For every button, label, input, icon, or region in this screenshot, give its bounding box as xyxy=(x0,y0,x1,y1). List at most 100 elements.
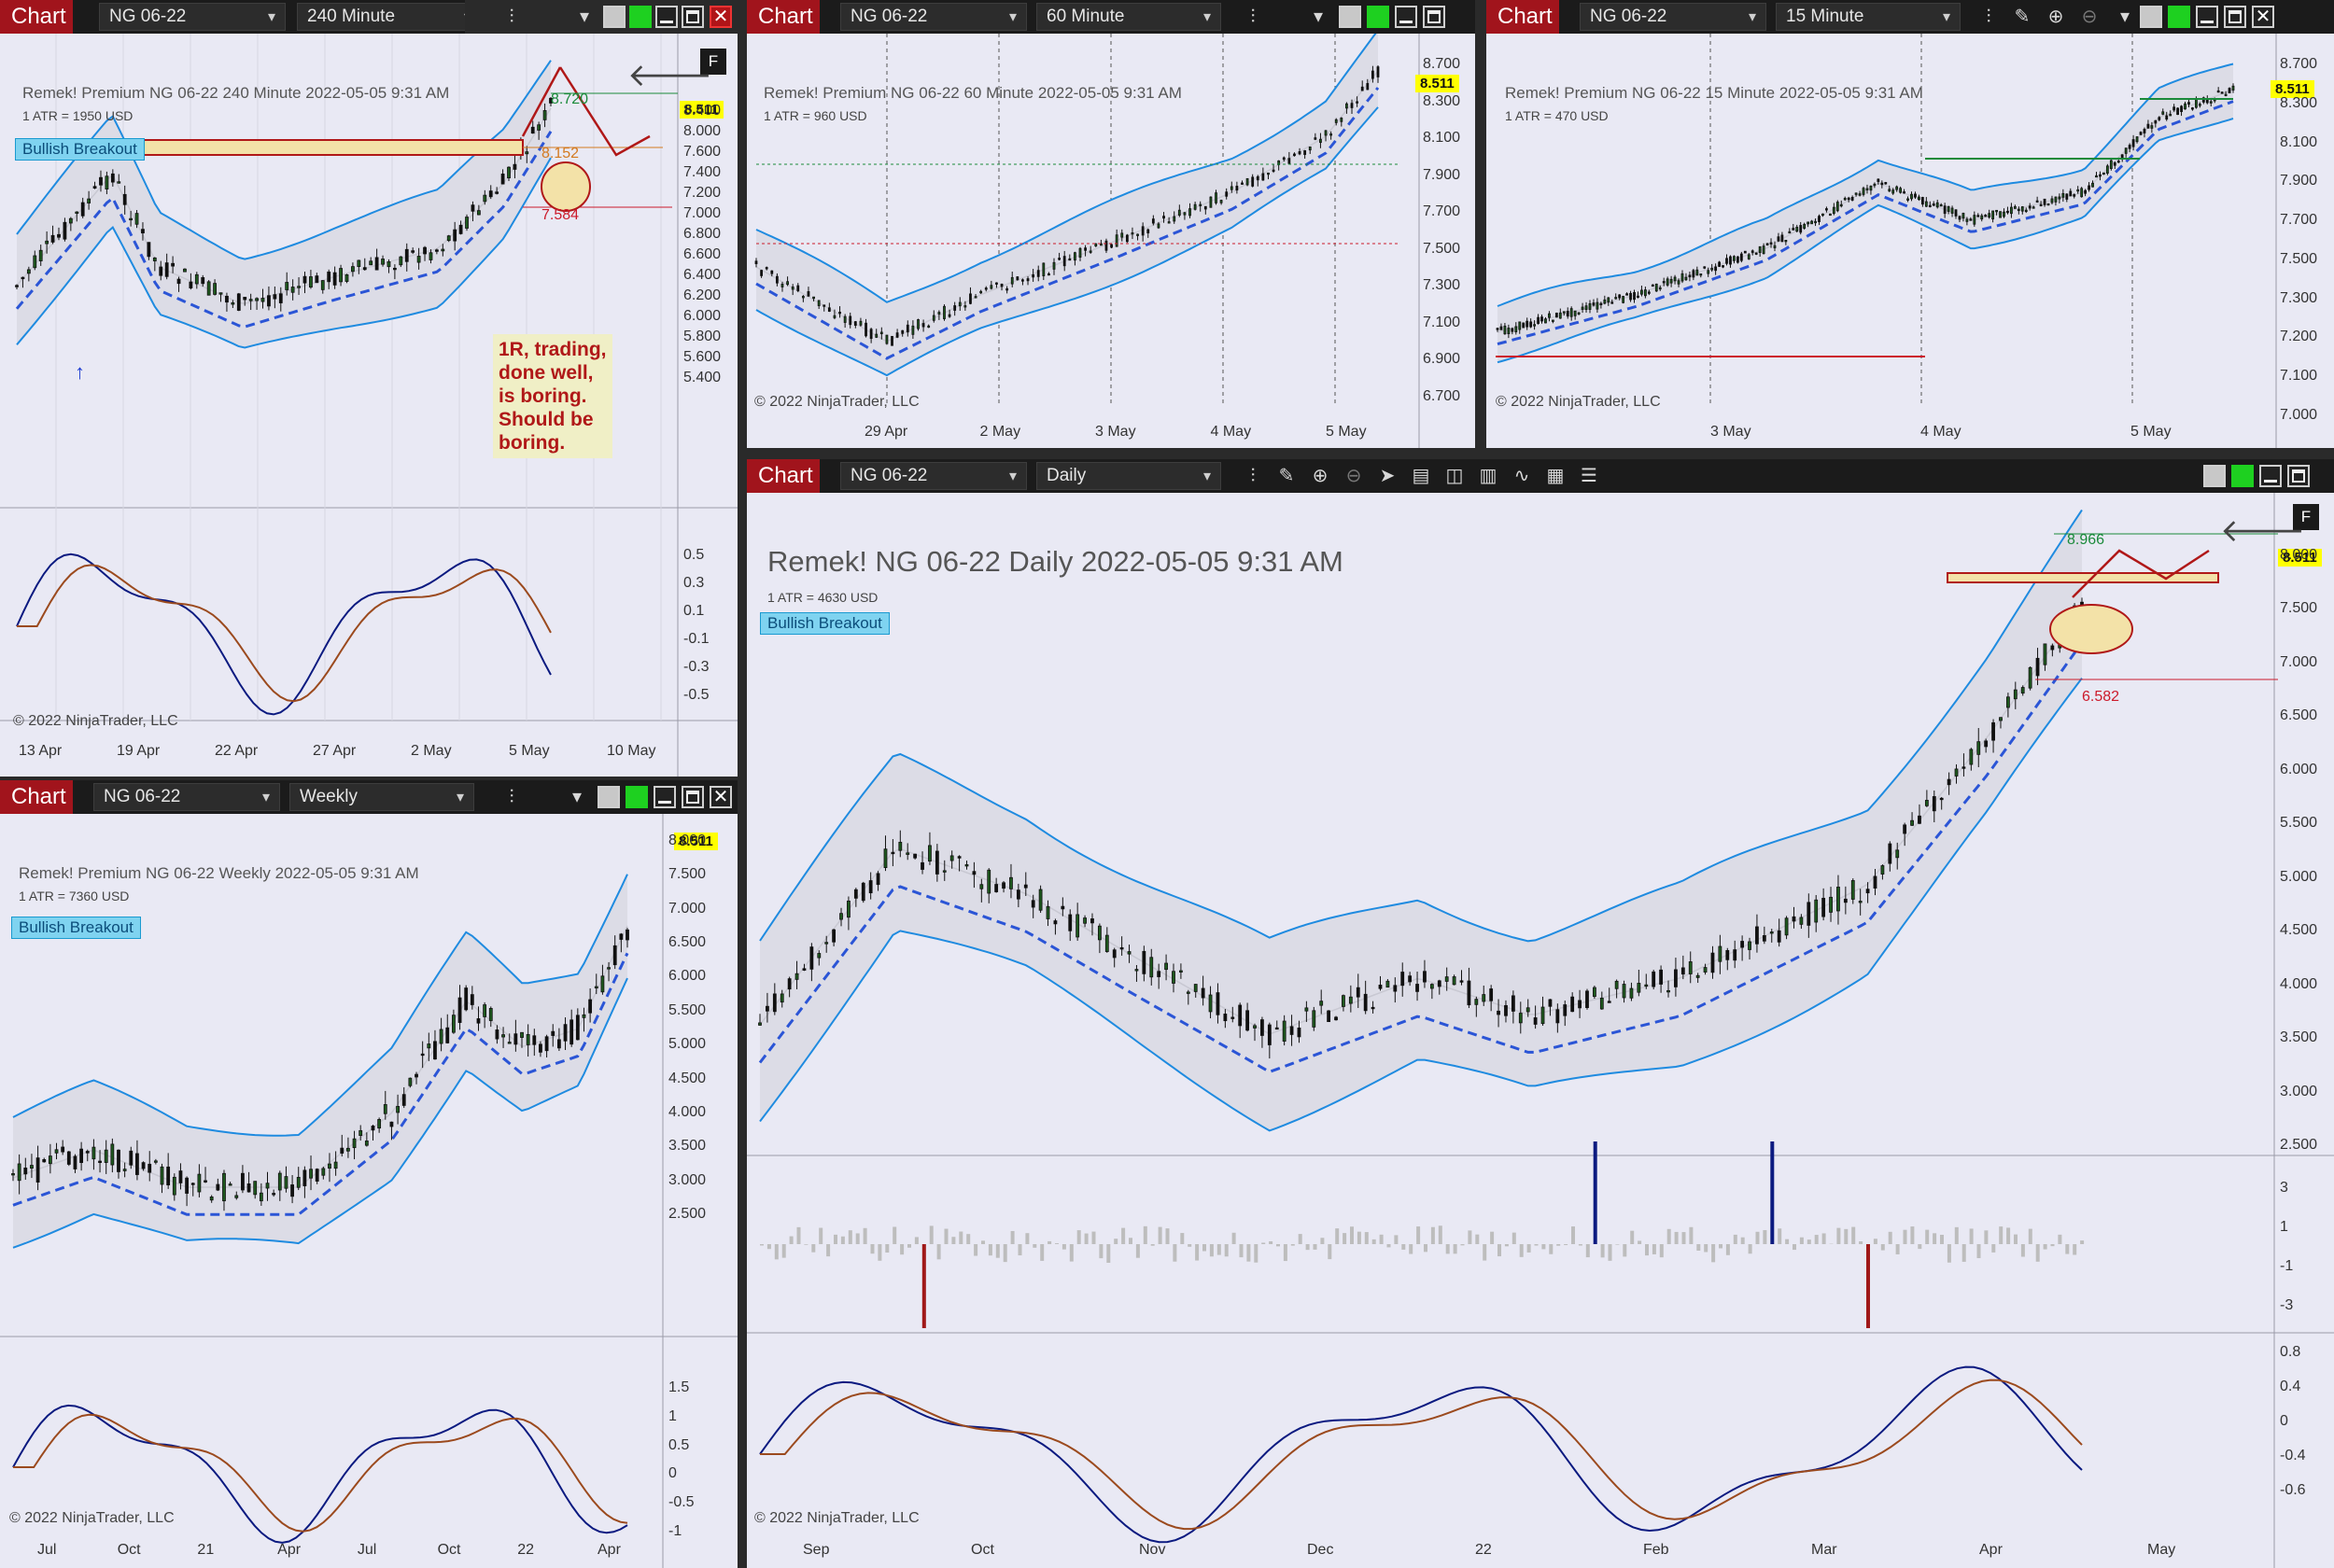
pencil-draw-icon[interactable]: ✎ xyxy=(1278,466,1295,486)
candle-body xyxy=(1807,902,1811,926)
timeframe-selector[interactable]: 15 Minute ▾ xyxy=(1776,3,1961,31)
instrument-selector[interactable]: NG 06-22 ▾ xyxy=(840,462,1027,490)
histogram-bar xyxy=(796,1226,801,1244)
candle-body xyxy=(1293,153,1296,157)
window-color-button[interactable] xyxy=(2231,465,2254,487)
close-button[interactable]: ✕ xyxy=(2252,6,2274,28)
window-color-button[interactable] xyxy=(626,786,648,808)
maximize-button[interactable] xyxy=(682,6,704,28)
chevron-down-icon[interactable]: ▾ xyxy=(1313,7,1324,27)
volatility-band-fill xyxy=(756,34,1378,376)
minimize-button[interactable] xyxy=(2196,6,2218,28)
chart-menu-button[interactable]: Chart xyxy=(0,780,73,814)
chevron-down-icon[interactable]: ▾ xyxy=(2119,7,2130,27)
candle-body xyxy=(964,864,969,867)
histogram-bar xyxy=(1645,1244,1649,1256)
maximize-button[interactable] xyxy=(2287,465,2310,487)
candle-body xyxy=(787,978,792,990)
candle-body xyxy=(389,1121,394,1127)
candle-body xyxy=(1046,905,1050,919)
bar-chart-icon[interactable]: ⫶ xyxy=(1986,7,1991,27)
maximize-button[interactable] xyxy=(682,786,704,808)
lower-band-line xyxy=(16,157,552,349)
candle-body xyxy=(1002,882,1005,889)
back-arrow-icon[interactable]: 🡐 xyxy=(627,58,713,93)
instrument-selector[interactable]: NG 06-22 ▾ xyxy=(93,783,280,811)
candle-body xyxy=(1459,980,1464,983)
window-link-button[interactable] xyxy=(598,786,620,808)
close-button[interactable]: ✕ xyxy=(710,786,732,808)
chart-menu-button[interactable]: Chart xyxy=(747,0,820,34)
minimize-button[interactable] xyxy=(654,786,676,808)
data-box-icon[interactable]: ▤ xyxy=(1412,466,1430,486)
f-button[interactable]: F xyxy=(700,49,726,75)
instrument-selector[interactable]: NG 06-22 ▾ xyxy=(99,3,286,31)
bar-chart-icon[interactable]: ⫶ xyxy=(509,787,514,807)
candle-body xyxy=(1151,218,1155,224)
pencil-draw-icon[interactable]: ✎ xyxy=(2014,7,2031,27)
window-color-button[interactable] xyxy=(2168,6,2190,28)
window-link-button[interactable] xyxy=(2140,6,2162,28)
minimize-button[interactable] xyxy=(1395,6,1417,28)
chevron-down-icon[interactable]: ▾ xyxy=(571,787,583,807)
instrument-selector[interactable]: NG 06-22 ▾ xyxy=(1580,3,1766,31)
oscillator-240-fast-line xyxy=(16,553,552,716)
candle-body xyxy=(853,321,857,326)
chart-menu-button[interactable]: Chart xyxy=(0,0,73,34)
close-button[interactable]: ✕ xyxy=(710,6,732,28)
bar-chart-icon[interactable]: ⫶ xyxy=(509,7,514,27)
timeframe-selector[interactable]: 60 Minute ▾ xyxy=(1036,3,1221,31)
candle-body xyxy=(2099,174,2102,177)
bar-chart-icon[interactable]: ⫶ xyxy=(1250,7,1256,27)
instrument-selector[interactable]: NG 06-22 ▾ xyxy=(840,3,1027,31)
f-button[interactable]: F xyxy=(2293,504,2319,530)
indicators-icon[interactable]: ▥ xyxy=(1479,466,1497,486)
calculator-icon[interactable]: ▦ xyxy=(1546,466,1565,486)
timeframe-selector[interactable]: Weekly ▾ xyxy=(289,783,474,811)
candle-body xyxy=(1125,234,1129,243)
chevron-down-icon[interactable]: ▾ xyxy=(579,7,590,27)
price-axis-tick: 1.5 xyxy=(668,1379,690,1395)
zoom-in-icon[interactable]: ⊕ xyxy=(1312,466,1329,486)
bar-chart-icon[interactable]: ⫶ xyxy=(1250,466,1256,486)
strategy-icon[interactable]: ∿ xyxy=(1513,466,1530,486)
chart-menu-button[interactable]: Chart xyxy=(1486,0,1559,34)
timeframe-selector[interactable]: Daily ▾ xyxy=(1036,462,1221,490)
candle-body xyxy=(1584,305,1588,311)
window-link-button[interactable] xyxy=(2203,465,2226,487)
candle-body xyxy=(928,845,932,862)
histogram-bar xyxy=(907,1244,911,1248)
maximize-button[interactable] xyxy=(1423,6,1445,28)
timeframe-selector[interactable]: 240 Minute ▾ xyxy=(297,3,465,31)
center-line xyxy=(12,925,628,1188)
window-color-button[interactable] xyxy=(629,6,652,28)
price-panel-60min[interactable] xyxy=(747,34,1475,448)
histogram-bar xyxy=(1918,1244,1922,1250)
candle-body xyxy=(374,257,379,271)
maximize-button[interactable] xyxy=(2224,6,2246,28)
oscillator-daily-slow-line xyxy=(760,1379,2083,1531)
minimize-button[interactable] xyxy=(2259,465,2282,487)
histogram-bar xyxy=(1969,1228,1974,1244)
price-panel-15min[interactable] xyxy=(1486,34,2334,448)
candle-body xyxy=(600,975,605,993)
template-icon[interactable]: ◫ xyxy=(1445,466,1464,486)
window-color-button[interactable] xyxy=(1367,6,1389,28)
window-link-button[interactable] xyxy=(603,6,626,28)
candle-body xyxy=(1943,205,1947,215)
zoom-in-icon[interactable]: ⊕ xyxy=(2047,7,2064,27)
histogram-bar xyxy=(1564,1244,1568,1246)
minimize-button[interactable] xyxy=(655,6,678,28)
price-panel-weekly[interactable] xyxy=(0,814,738,1568)
back-arrow-icon[interactable]: 🡐 xyxy=(2220,513,2306,549)
candle-body xyxy=(1736,256,1739,263)
candle-body xyxy=(1277,160,1281,165)
cursor-icon[interactable]: ➤ xyxy=(1379,466,1396,486)
zoom-out-icon[interactable]: ⊖ xyxy=(1345,466,1362,486)
window-link-button[interactable] xyxy=(1339,6,1361,28)
properties-icon[interactable]: ☰ xyxy=(1581,466,1597,486)
price-panel-daily[interactable] xyxy=(747,493,2334,1568)
zoom-out-icon[interactable]: ⊖ xyxy=(2081,7,2098,27)
histogram-bar xyxy=(988,1244,992,1256)
chart-menu-button[interactable]: Chart xyxy=(747,459,820,493)
